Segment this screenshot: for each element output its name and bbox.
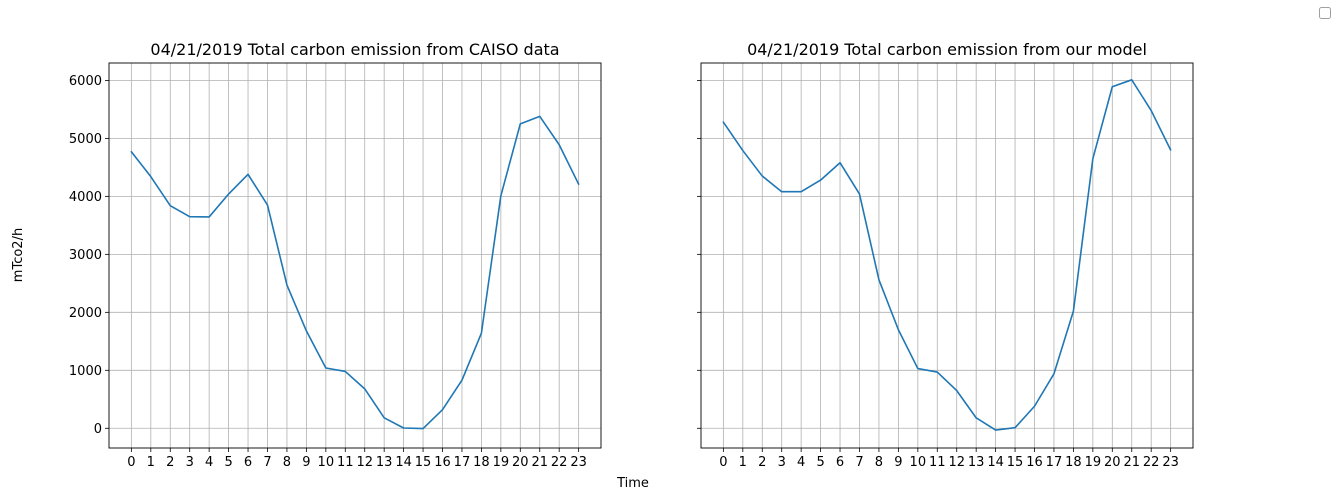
x-tick-label: 1 — [147, 455, 155, 470]
x-tick-label: 6 — [244, 455, 252, 470]
x-tick-label: 10 — [910, 455, 927, 470]
x-tick-label: 15 — [1007, 455, 1024, 470]
y-axis-label: mTco2/h — [11, 228, 26, 282]
x-tick-label: 12 — [948, 455, 965, 470]
y-tick-label: 2000 — [69, 306, 102, 321]
x-tick-label: 18 — [473, 455, 490, 470]
x-tick-label: 2 — [166, 455, 174, 470]
x-tick-label: 11 — [929, 455, 946, 470]
x-tick-label: 1 — [739, 455, 747, 470]
x-tick-label: 14 — [395, 455, 412, 470]
y-tick-label: 6000 — [69, 74, 102, 89]
x-tick-label: 16 — [434, 455, 451, 470]
x-tick-label: 2 — [758, 455, 766, 470]
series-line — [722, 79, 1172, 431]
x-tick-label: 5 — [224, 455, 232, 470]
x-tick-label: 22 — [1143, 455, 1160, 470]
legend-box — [1319, 7, 1331, 19]
x-tick-label: 19 — [1085, 455, 1102, 470]
x-tick-label: 17 — [1046, 455, 1063, 470]
x-tick-label: 23 — [570, 455, 587, 470]
y-tick-label: 5000 — [69, 132, 102, 147]
y-tick-label: 0 — [94, 422, 102, 437]
x-tick-label: 7 — [263, 455, 271, 470]
x-tick-label: 15 — [415, 455, 432, 470]
x-tick-label: 4 — [797, 455, 805, 470]
chart-title: 04/21/2019 Total carbon emission from ou… — [747, 40, 1147, 59]
x-tick-label: 18 — [1065, 455, 1082, 470]
x-tick-label: 21 — [1123, 455, 1140, 470]
x-tick-label: 3 — [186, 455, 194, 470]
x-tick-label: 16 — [1026, 455, 1043, 470]
x-tick-label: 13 — [376, 455, 393, 470]
x-tick-label: 20 — [512, 455, 529, 470]
x-axis-label: Time — [616, 476, 649, 491]
x-tick-label: 0 — [127, 455, 135, 470]
series-line — [130, 115, 580, 430]
x-tick-label: 17 — [454, 455, 471, 470]
x-tick-label: 19 — [493, 455, 510, 470]
x-tick-label: 10 — [318, 455, 335, 470]
y-tick-label: 1000 — [69, 364, 102, 379]
y-tick-label: 3000 — [69, 248, 102, 263]
chart-title: 04/21/2019 Total carbon emission from CA… — [150, 40, 559, 59]
x-tick-label: 13 — [968, 455, 985, 470]
x-tick-label: 6 — [836, 455, 844, 470]
subplot-caiso: 0 1 2 3 4 5 6 7 8 9 10 11 12 13 14 15 16 17 18 19 20 21 22 2301… — [69, 40, 602, 470]
x-tick-label: 23 — [1162, 455, 1179, 470]
x-tick-label: 21 — [531, 455, 548, 470]
x-tick-label: 12 — [356, 455, 373, 470]
x-tick-label: 14 — [987, 455, 1004, 470]
x-tick-label: 4 — [205, 455, 213, 470]
x-tick-label: 20 — [1104, 455, 1121, 470]
x-tick-label: 9 — [894, 455, 902, 470]
axes-frame — [700, 62, 1194, 449]
x-tick-label: 7 — [855, 455, 863, 470]
x-tick-label: 0 — [719, 455, 727, 470]
x-tick-label: 3 — [778, 455, 786, 470]
x-tick-label: 8 — [283, 455, 291, 470]
subplot-model: 0 1 2 3 4 5 6 7 8 9 10 11 12 13 14 15 16 17 18 19 20 21 22 2304… — [697, 40, 1194, 470]
x-tick-label: 11 — [337, 455, 354, 470]
axes-frame — [108, 62, 602, 449]
x-tick-label: 9 — [302, 455, 310, 470]
y-tick-label: 4000 — [69, 190, 102, 205]
x-tick-label: 8 — [875, 455, 883, 470]
x-tick-label: 5 — [816, 455, 824, 470]
x-tick-label: 22 — [551, 455, 568, 470]
